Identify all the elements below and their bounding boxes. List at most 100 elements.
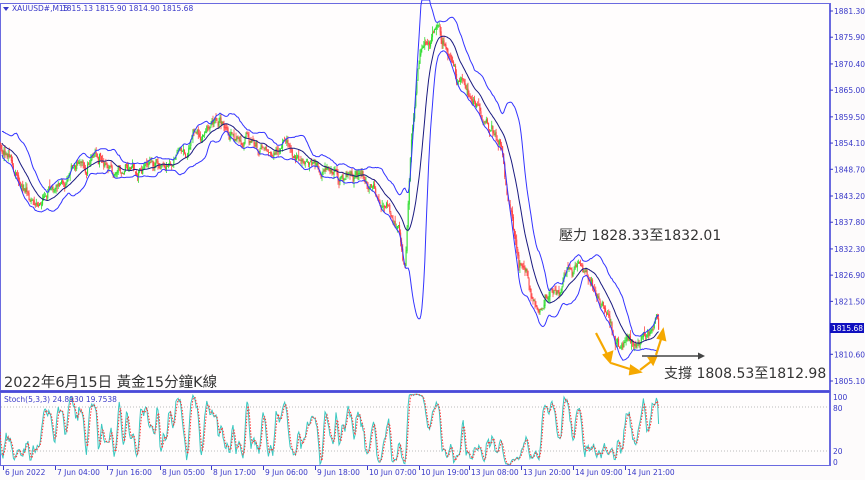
candle <box>536 305 538 310</box>
candle <box>107 164 109 174</box>
candle <box>395 223 397 229</box>
candle <box>52 183 54 193</box>
candle <box>496 135 498 143</box>
candle <box>30 197 32 205</box>
candle <box>125 163 127 169</box>
candle <box>196 129 198 135</box>
candle <box>538 308 540 315</box>
current-price-tag: 1815.68 <box>830 323 864 333</box>
candle <box>262 146 264 149</box>
candle <box>17 170 19 180</box>
candle <box>651 327 653 334</box>
candle <box>305 158 307 162</box>
candle <box>189 143 191 150</box>
candle <box>620 345 622 349</box>
stochastic-lines <box>0 393 829 466</box>
candle <box>80 161 82 168</box>
candle <box>523 260 525 270</box>
candle <box>157 157 159 170</box>
candle <box>358 168 360 180</box>
candle <box>22 180 24 194</box>
candle <box>537 307 539 313</box>
candle <box>520 262 522 266</box>
candle <box>484 120 486 125</box>
price-tick-label: 1837.80 <box>834 218 865 227</box>
candle <box>7 150 9 162</box>
price-tick-label: 1826.90 <box>834 271 865 280</box>
candle <box>295 155 297 164</box>
candle <box>342 171 344 182</box>
time-tick-label: 13 Jun 20:00 <box>523 468 571 477</box>
candle <box>586 268 588 277</box>
candle <box>573 266 575 275</box>
candle <box>271 151 273 157</box>
candle <box>475 100 477 107</box>
candle <box>332 172 334 175</box>
candle <box>82 159 84 169</box>
candle <box>63 180 65 187</box>
candle <box>497 139 499 151</box>
candle <box>422 45 424 49</box>
candle <box>472 96 474 106</box>
price-pane[interactable] <box>0 3 830 391</box>
candle <box>616 337 619 348</box>
candle <box>490 129 492 132</box>
chart-title-annotation: 2022年6月15日 黃金15分鐘K線 <box>4 374 217 391</box>
candle <box>517 246 519 259</box>
candle <box>357 170 359 181</box>
candle <box>272 154 274 158</box>
candle <box>316 161 318 167</box>
candle <box>435 24 437 36</box>
candle <box>644 326 646 337</box>
candle <box>109 165 111 169</box>
candle <box>2 149 4 157</box>
candle <box>519 260 521 273</box>
stochastic-pane[interactable] <box>0 392 830 466</box>
candle <box>4 145 6 159</box>
candle <box>635 340 637 349</box>
candle <box>498 138 500 148</box>
candle <box>524 265 526 277</box>
candle <box>292 155 294 159</box>
candle <box>121 171 123 174</box>
candle <box>541 307 543 311</box>
candle <box>104 162 106 168</box>
arrowhead-icon <box>647 355 658 367</box>
candle <box>58 182 60 188</box>
candle <box>597 293 599 299</box>
dropdown-triangle-icon[interactable] <box>3 7 9 11</box>
candle <box>269 152 271 153</box>
candle <box>466 83 468 96</box>
candle <box>424 37 426 50</box>
candle <box>441 35 443 49</box>
candle <box>384 205 387 209</box>
candle <box>100 152 102 162</box>
candle <box>79 158 81 166</box>
candle <box>124 163 126 173</box>
stoch-level-20: 20 <box>833 447 843 456</box>
candle <box>31 198 33 201</box>
candle <box>621 342 623 351</box>
candle <box>427 38 429 46</box>
resistance-annotation: 壓力 1828.33至1832.01 <box>559 228 721 244</box>
candle <box>122 173 124 175</box>
candle <box>532 296 534 305</box>
candle <box>42 194 44 207</box>
candle <box>450 52 452 61</box>
candle <box>199 131 201 143</box>
candle <box>576 260 578 272</box>
candle <box>235 132 237 142</box>
time-axis: 6 Jun 2022 7 Jun 04:00 7 Jun 16:00 8 Jun 05… <box>3 466 675 477</box>
candle <box>290 145 292 153</box>
candle <box>582 263 584 273</box>
candle <box>185 152 187 158</box>
price-tick-label: 1848.70 <box>834 165 865 174</box>
candle <box>66 176 68 185</box>
candle <box>645 332 647 341</box>
candle <box>29 198 31 203</box>
candle <box>486 117 489 125</box>
candle <box>53 188 55 194</box>
candle <box>205 128 207 134</box>
candle <box>423 40 425 49</box>
